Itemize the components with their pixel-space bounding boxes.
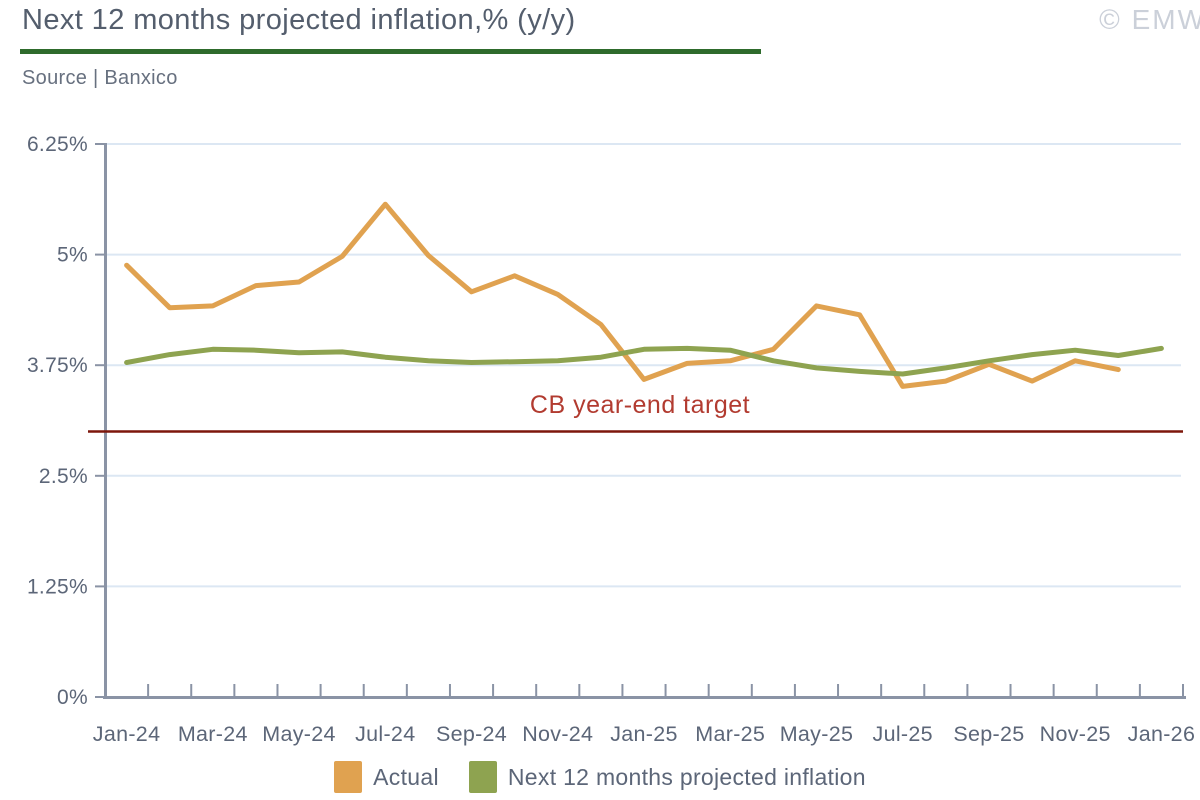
y-tick-label: 6.25% xyxy=(27,133,88,156)
x-tick-label: Jan-25 xyxy=(610,722,678,746)
chart-legend: Actual Next 12 months projected inflatio… xyxy=(0,761,1200,793)
actual-series-swatch xyxy=(334,761,363,793)
x-tick-label: Sep-24 xyxy=(436,722,507,746)
x-tick-label: Jul-24 xyxy=(355,722,415,746)
x-tick-label: Mar-25 xyxy=(695,722,765,746)
y-tick-label: 5% xyxy=(57,244,88,267)
projected-series-swatch xyxy=(468,761,497,793)
x-tick-label: May-24 xyxy=(262,722,336,746)
x-tick-label: Nov-25 xyxy=(1040,722,1111,746)
x-tick-label: Nov-24 xyxy=(522,722,593,746)
projected-series-label: Next 12 months projected inflation xyxy=(507,763,866,790)
source-caption: Source | Banxico xyxy=(22,67,178,89)
x-tick-label: Jan-26 xyxy=(1128,722,1196,746)
y-tick-label: 2.5% xyxy=(39,465,88,488)
y-tick-label: 1.25% xyxy=(27,575,88,598)
legend-item-projected: Next 12 months projected inflation xyxy=(468,761,866,793)
legend-item-actual: Actual xyxy=(334,761,439,793)
title-underline xyxy=(20,49,761,54)
copyright-watermark: © EMW xyxy=(1099,4,1200,35)
actual-series-label: Actual xyxy=(373,763,439,790)
x-tick-label: Sep-25 xyxy=(953,722,1024,746)
x-tick-label: May-25 xyxy=(780,722,854,746)
y-tick-label: 3.75% xyxy=(27,354,88,377)
chart-title: Next 12 months projected inflation,% (y/… xyxy=(22,4,576,36)
cb-target-label: CB year-end target xyxy=(530,391,750,419)
x-tick-label: Jul-25 xyxy=(873,722,933,746)
x-tick-label: Jan-24 xyxy=(93,722,161,746)
projected-line xyxy=(124,345,1164,377)
y-tick-label: 0% xyxy=(57,686,88,709)
x-tick-label: Mar-24 xyxy=(178,722,248,746)
actual-line xyxy=(124,201,1121,389)
